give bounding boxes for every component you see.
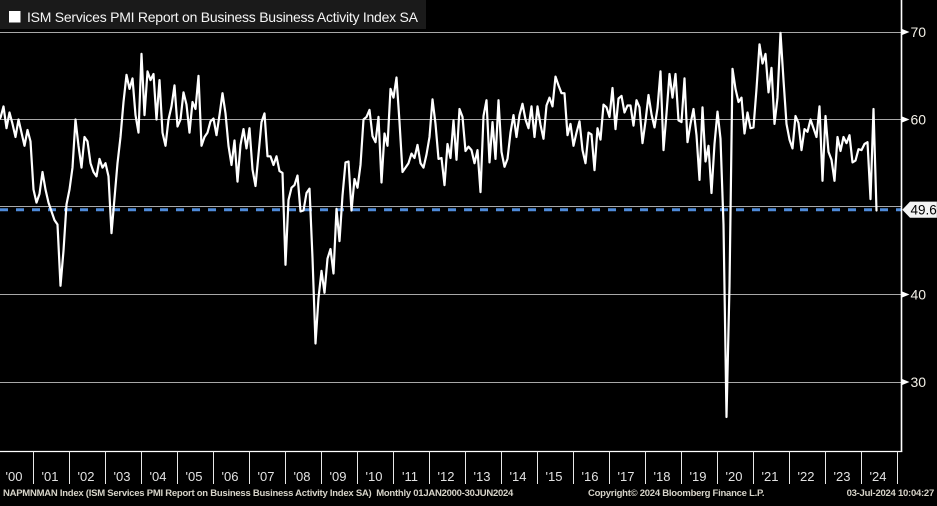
svg-text:NAPMNMAN Index (ISM Services P: NAPMNMAN Index (ISM Services PMI Report … — [3, 488, 514, 499]
svg-text:'03: '03 — [114, 469, 131, 484]
svg-text:'17: '17 — [618, 469, 635, 484]
svg-text:'09: '09 — [330, 469, 347, 484]
svg-text:'04: '04 — [150, 469, 167, 484]
svg-text:'07: '07 — [258, 469, 275, 484]
svg-text:70: 70 — [911, 24, 927, 40]
svg-text:'21: '21 — [762, 469, 779, 484]
svg-text:'14: '14 — [510, 469, 527, 484]
svg-text:'11: '11 — [402, 469, 418, 484]
svg-text:Copyright© 2024 Bloomberg Fina: Copyright© 2024 Bloomberg Finance L.P. — [588, 488, 764, 499]
svg-text:'05: '05 — [186, 469, 203, 484]
svg-text:'20: '20 — [726, 469, 743, 484]
svg-text:40: 40 — [911, 287, 927, 303]
svg-text:'15: '15 — [546, 469, 563, 484]
svg-text:'19: '19 — [690, 469, 707, 484]
svg-text:03-Jul-2024 10:04:27: 03-Jul-2024 10:04:27 — [847, 488, 934, 499]
svg-text:'02: '02 — [78, 469, 95, 484]
svg-text:'01: '01 — [42, 469, 59, 484]
svg-text:'06: '06 — [222, 469, 239, 484]
svg-text:'16: '16 — [582, 469, 599, 484]
svg-text:'18: '18 — [654, 469, 671, 484]
svg-text:'08: '08 — [294, 469, 311, 484]
svg-text:'10: '10 — [366, 469, 383, 484]
svg-text:'22: '22 — [798, 469, 815, 484]
svg-text:'24: '24 — [870, 469, 887, 484]
svg-text:'13: '13 — [474, 469, 491, 484]
svg-text:ISM Services PMI Report on Bus: ISM Services PMI Report on Business Busi… — [27, 9, 419, 25]
svg-text:60: 60 — [911, 112, 927, 128]
svg-text:'00: '00 — [6, 469, 23, 484]
svg-text:30: 30 — [911, 374, 927, 390]
svg-text:'12: '12 — [438, 469, 455, 484]
svg-text:49.6: 49.6 — [911, 203, 937, 218]
svg-text:'23: '23 — [834, 469, 851, 484]
